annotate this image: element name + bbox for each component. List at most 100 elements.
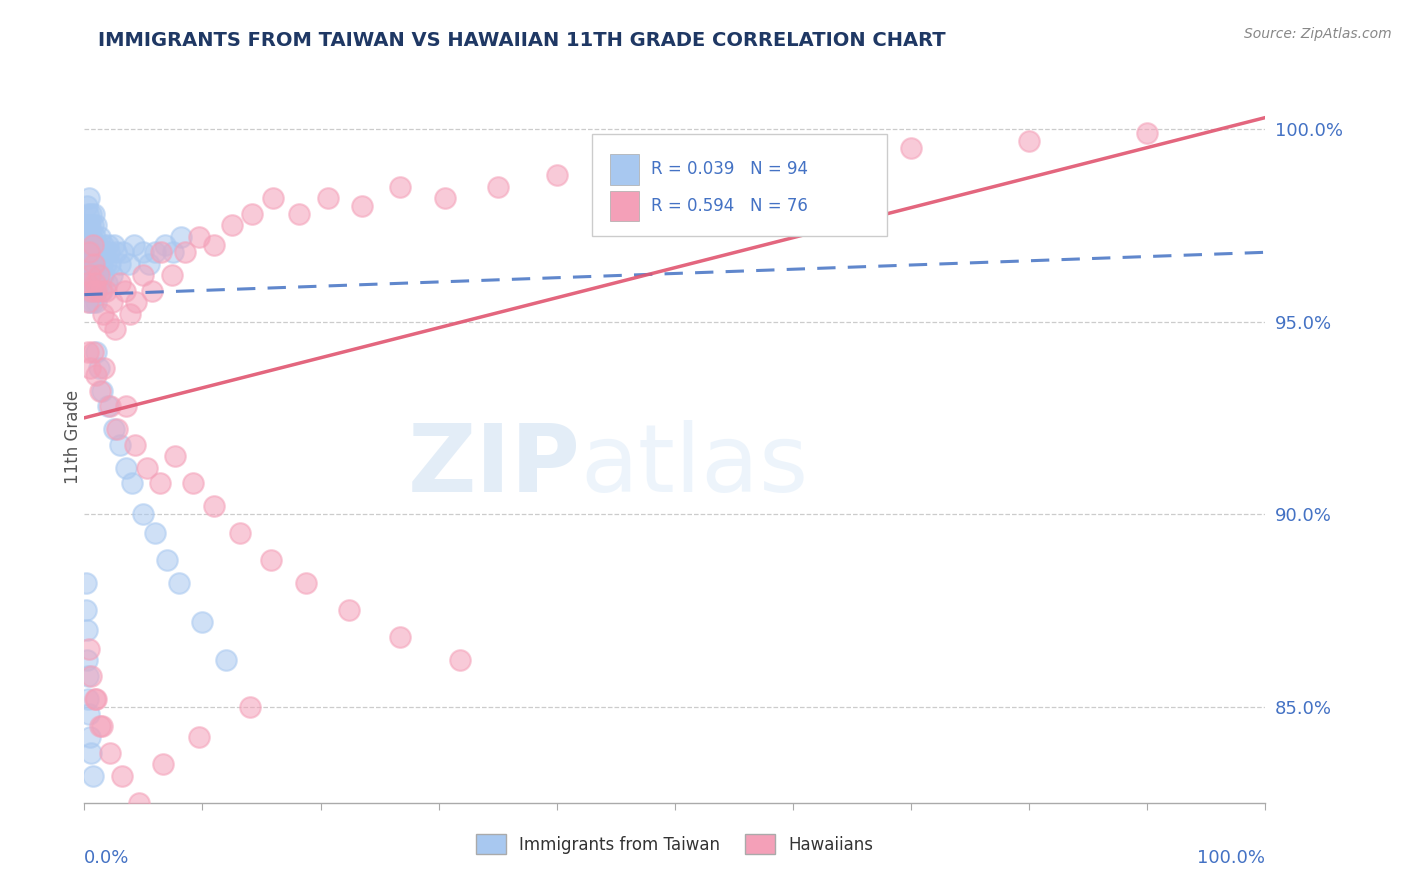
Point (82, 276, 104, 290)
Point (86, 268, 108, 283)
Point (288, 207, 311, 221)
Point (98, 245, 121, 260)
Point (132, 268, 155, 283)
Point (77, 276, 100, 290)
Point (84, 368, 107, 383)
Point (91, 307, 114, 321)
Point (108, 276, 131, 290)
Point (221, 219, 243, 233)
Point (104, 322, 127, 336)
Point (124, 438, 146, 452)
Point (77, 245, 100, 260)
Point (90, 284, 112, 298)
Point (97, 399, 120, 413)
Point (84, 276, 107, 290)
Point (112, 245, 135, 260)
Point (89, 719, 111, 733)
Point (125, 295, 148, 310)
Point (150, 245, 173, 260)
Point (77, 284, 100, 298)
Point (149, 476, 172, 491)
Point (111, 769, 134, 783)
Point (388, 630, 411, 644)
Point (699, 161, 721, 175)
Point (87, 360, 110, 375)
Point (103, 422, 125, 436)
Point (80, 284, 103, 298)
Point (87, 245, 110, 260)
Point (108, 257, 131, 271)
Point (229, 526, 252, 541)
Point (100, 268, 122, 283)
Point (77, 207, 100, 221)
Point (77, 191, 100, 205)
Point (1018, 134, 1040, 148)
Point (75, 237, 97, 252)
Point (187, 230, 209, 244)
Text: 0.0%: 0.0% (84, 849, 129, 867)
Point (76, 276, 98, 290)
Point (350, 199, 373, 213)
Point (262, 191, 284, 205)
Point (82, 219, 104, 233)
Point (91, 257, 114, 271)
Point (84, 691, 107, 706)
Point (83, 207, 105, 221)
FancyBboxPatch shape (592, 134, 887, 235)
Point (89, 384, 111, 398)
Point (77, 245, 100, 260)
Point (616, 176, 638, 190)
Point (295, 576, 318, 591)
Point (80, 257, 103, 271)
Point (79, 276, 101, 290)
Point (91, 268, 114, 283)
Point (87, 276, 110, 290)
Point (449, 653, 471, 667)
Point (80, 230, 103, 244)
Point (128, 796, 150, 810)
Point (77, 691, 100, 706)
Point (162, 245, 184, 260)
Point (97, 237, 120, 252)
Point (75, 576, 97, 591)
Point (900, 141, 922, 155)
Point (77, 345, 100, 359)
Point (93, 360, 115, 375)
Point (79, 295, 101, 310)
Point (187, 731, 209, 745)
Text: 100.0%: 100.0% (1198, 849, 1265, 867)
Point (167, 576, 190, 591)
Point (77, 669, 100, 683)
Point (84, 691, 107, 706)
Point (84, 219, 107, 233)
Point (79, 245, 101, 260)
Point (165, 450, 187, 464)
Point (138, 257, 160, 271)
Point (546, 169, 568, 183)
Legend: Immigrants from Taiwan, Hawaiians: Immigrants from Taiwan, Hawaiians (470, 828, 880, 860)
Point (91, 237, 114, 252)
Point (100, 295, 122, 310)
Point (76, 623, 98, 637)
Point (181, 476, 204, 491)
Point (77, 268, 100, 283)
Point (143, 526, 166, 541)
Point (84, 230, 107, 244)
Point (153, 237, 176, 252)
Point (79, 268, 101, 283)
Point (143, 245, 166, 260)
Point (89, 230, 111, 244)
Point (75, 219, 97, 233)
Point (337, 603, 360, 617)
Point (215, 653, 238, 667)
Point (83, 237, 105, 252)
Point (1136, 126, 1159, 140)
Point (91, 284, 114, 298)
Point (202, 500, 225, 514)
Point (80, 284, 103, 298)
Point (76, 276, 98, 290)
Point (316, 191, 339, 205)
Point (132, 507, 155, 521)
Y-axis label: 11th Grade: 11th Grade (65, 390, 82, 484)
Point (86, 237, 108, 252)
